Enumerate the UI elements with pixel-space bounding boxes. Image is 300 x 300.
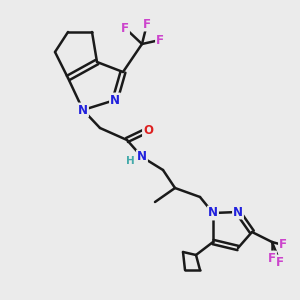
- Text: F: F: [143, 17, 151, 31]
- Text: O: O: [143, 124, 153, 136]
- Text: N: N: [208, 206, 218, 220]
- Text: H: H: [126, 156, 134, 166]
- Text: N: N: [110, 94, 120, 106]
- Text: N: N: [233, 206, 243, 218]
- Text: F: F: [156, 34, 164, 46]
- Text: N: N: [78, 103, 88, 116]
- Text: N: N: [137, 151, 147, 164]
- Text: F: F: [121, 22, 129, 34]
- Text: F: F: [279, 238, 287, 251]
- Text: F: F: [276, 256, 284, 268]
- Text: F: F: [268, 251, 276, 265]
